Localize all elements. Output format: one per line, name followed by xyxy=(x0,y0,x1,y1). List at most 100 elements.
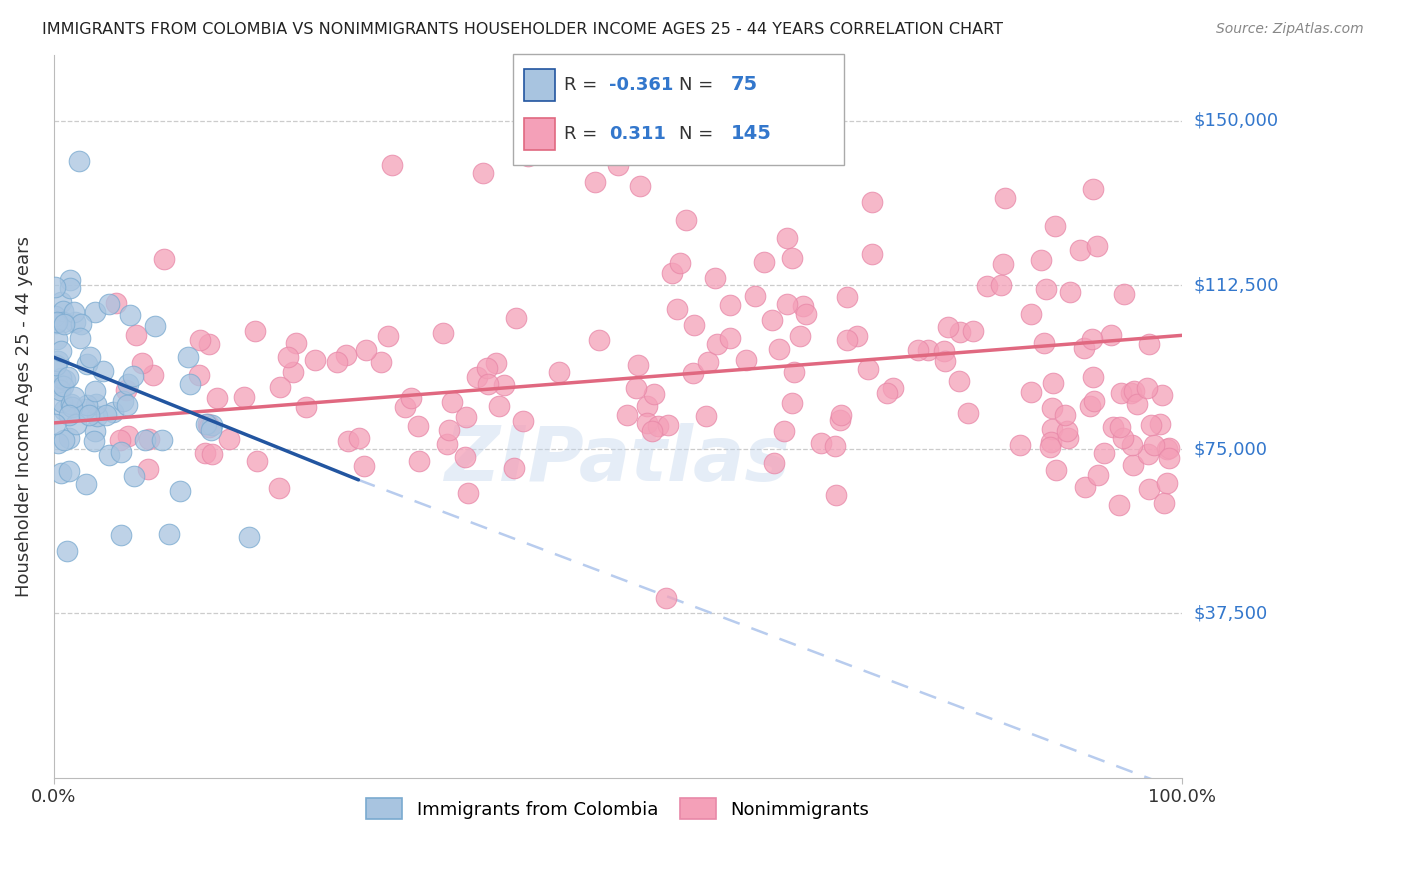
Point xyxy=(1056,424,1078,438)
Point xyxy=(381,158,404,172)
Point xyxy=(1083,370,1105,384)
Point xyxy=(44,417,66,431)
Point xyxy=(142,368,165,383)
Point xyxy=(1087,468,1109,483)
Point xyxy=(465,369,488,384)
Point xyxy=(84,305,107,319)
Point xyxy=(830,408,852,422)
Text: 145: 145 xyxy=(731,124,772,144)
Point xyxy=(1092,446,1115,460)
Point xyxy=(752,254,775,268)
Point xyxy=(115,383,138,397)
Point xyxy=(197,336,219,351)
Point xyxy=(1114,286,1136,301)
Point xyxy=(56,369,79,384)
Point xyxy=(70,317,93,331)
Point xyxy=(655,591,678,606)
Point xyxy=(860,247,883,261)
Point xyxy=(1119,386,1142,401)
Point xyxy=(124,469,146,483)
Point xyxy=(1102,420,1125,434)
Point xyxy=(477,376,499,391)
Point xyxy=(179,377,201,392)
Point xyxy=(45,316,67,330)
Point xyxy=(548,366,571,380)
Point xyxy=(956,405,979,419)
Point xyxy=(856,362,879,376)
Point xyxy=(45,358,67,372)
Point xyxy=(1108,498,1130,512)
Point xyxy=(1156,475,1178,490)
Point xyxy=(60,400,83,414)
Point xyxy=(1083,394,1105,409)
Point xyxy=(65,417,87,431)
Point xyxy=(917,343,939,357)
Point xyxy=(52,303,75,318)
Point xyxy=(1136,381,1159,395)
Point xyxy=(704,270,727,285)
Point xyxy=(994,191,1017,205)
Point xyxy=(976,279,998,293)
Point xyxy=(505,311,527,326)
Point xyxy=(583,175,606,189)
Point xyxy=(643,387,665,401)
Point xyxy=(48,383,70,397)
Point xyxy=(232,390,254,404)
Point xyxy=(990,278,1012,293)
Point xyxy=(51,395,73,409)
Point xyxy=(824,439,846,453)
Point xyxy=(194,446,217,460)
Point xyxy=(1029,253,1052,268)
Point xyxy=(485,356,508,370)
Point xyxy=(59,273,82,287)
Point xyxy=(457,485,479,500)
Point xyxy=(201,447,224,461)
Point xyxy=(108,434,131,448)
Point xyxy=(1136,447,1159,461)
Point xyxy=(56,544,79,558)
Point xyxy=(1121,438,1143,452)
Point xyxy=(44,309,66,323)
Point xyxy=(1149,417,1171,432)
Point xyxy=(934,353,956,368)
Point xyxy=(682,366,704,380)
Point xyxy=(399,392,422,406)
Point xyxy=(347,432,370,446)
Point xyxy=(201,417,224,432)
Point xyxy=(454,450,477,464)
Point xyxy=(67,153,90,168)
Point xyxy=(115,398,138,412)
Point xyxy=(761,313,783,327)
Point xyxy=(1099,328,1122,343)
Point xyxy=(63,314,86,328)
Point xyxy=(76,357,98,371)
Point xyxy=(835,290,858,304)
Point xyxy=(122,369,145,384)
Point xyxy=(49,370,72,384)
Text: ZIPatlas: ZIPatlas xyxy=(444,423,790,497)
Point xyxy=(1152,388,1174,402)
Point xyxy=(406,418,429,433)
Point xyxy=(125,328,148,343)
Point xyxy=(394,400,416,414)
Point xyxy=(606,158,628,172)
Point xyxy=(77,408,100,422)
Point xyxy=(1125,397,1147,411)
Point xyxy=(79,351,101,365)
Text: Source: ZipAtlas.com: Source: ZipAtlas.com xyxy=(1216,22,1364,37)
Text: 0.311: 0.311 xyxy=(609,125,665,143)
Point xyxy=(197,417,219,432)
Point xyxy=(295,400,318,414)
Point xyxy=(53,373,76,387)
Point xyxy=(243,324,266,338)
Point xyxy=(668,255,690,269)
Point xyxy=(51,466,73,480)
Point xyxy=(91,363,114,377)
Point xyxy=(636,416,658,430)
Text: $37,500: $37,500 xyxy=(1194,605,1267,623)
Text: $150,000: $150,000 xyxy=(1194,112,1278,130)
Point xyxy=(136,462,159,476)
Point xyxy=(675,213,697,227)
Point xyxy=(194,417,217,432)
Point xyxy=(51,294,73,309)
